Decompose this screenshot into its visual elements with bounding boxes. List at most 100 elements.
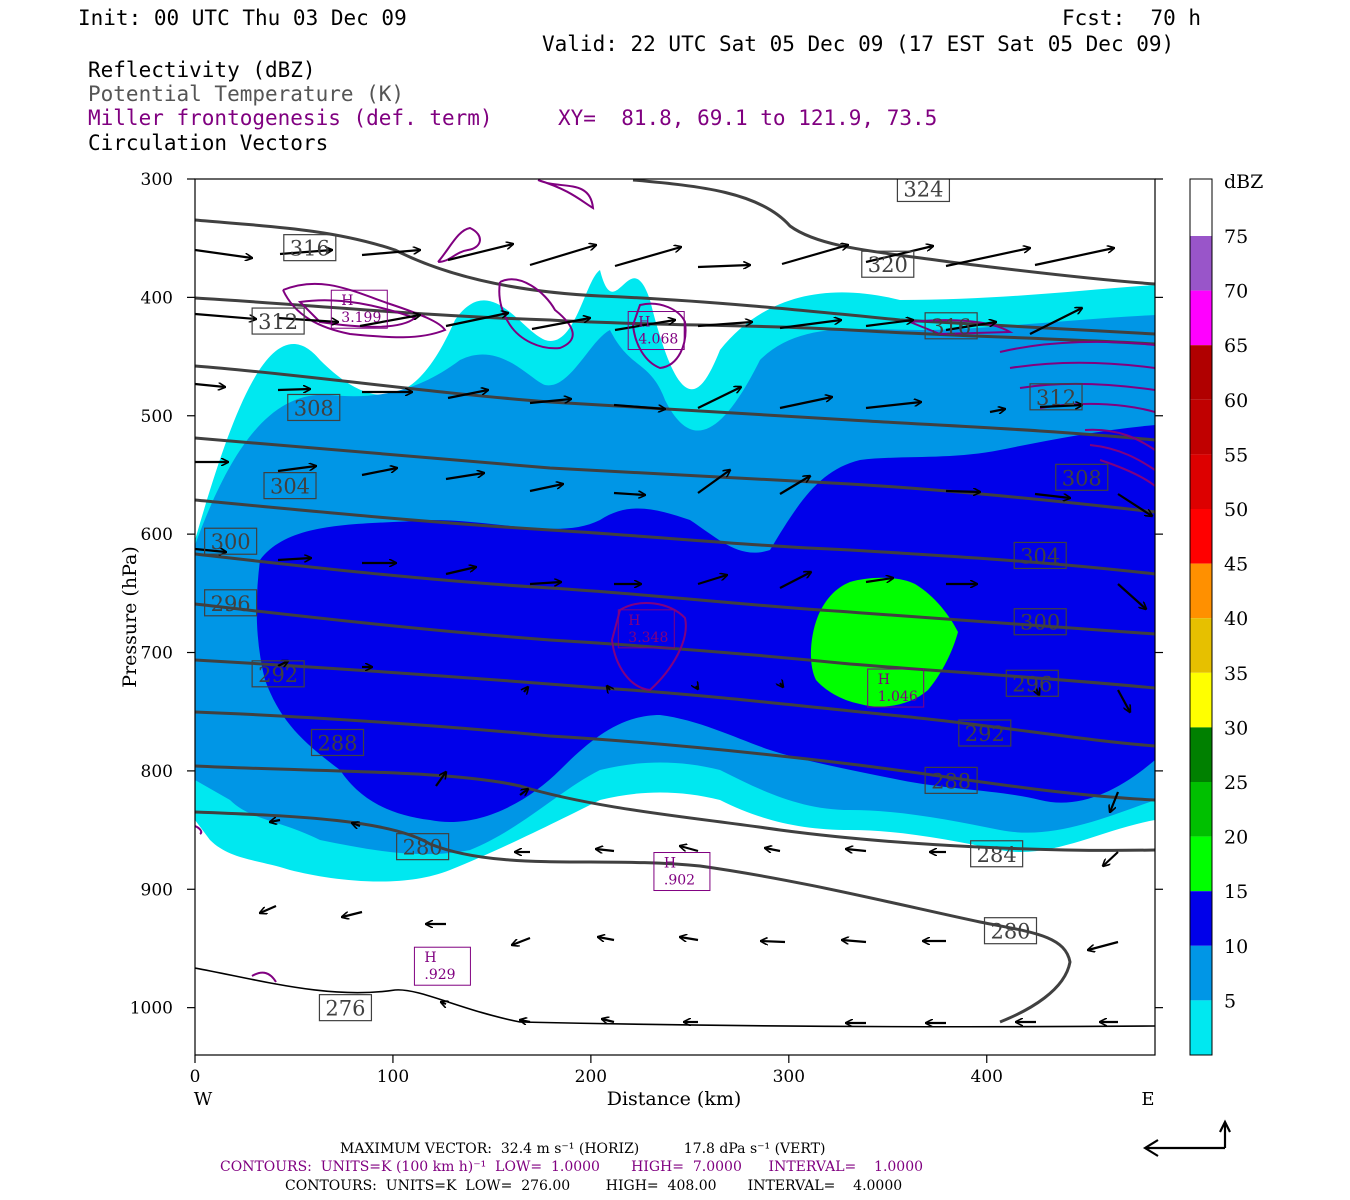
theta-label: 280 — [403, 836, 443, 860]
theta-288-contour — [195, 710, 1155, 802]
x-tick-label: 400 — [971, 1067, 1003, 1087]
colorbar-segment — [1190, 618, 1212, 673]
colorbar-label: 10 — [1224, 936, 1248, 958]
theta-label: 320 — [246, 140, 286, 164]
vector-arrow — [1088, 940, 1119, 950]
vector-arrow — [441, 1002, 446, 1004]
fronto-contour — [1084, 428, 1155, 487]
theta-label-box — [983, 917, 1038, 945]
colorbar-segment — [1190, 509, 1212, 564]
theta-280-contour — [195, 810, 1072, 1024]
vector-arrow — [614, 247, 681, 268]
x-axis-east-label: E — [1141, 1089, 1154, 1110]
vector-arrow — [779, 320, 841, 330]
theta-label-box — [1005, 669, 1059, 697]
vector-arrow — [779, 397, 832, 410]
vector-arrow — [531, 318, 590, 331]
colorbar-segment — [1190, 345, 1212, 400]
vector-arrow — [260, 904, 277, 913]
vector-arrow — [865, 578, 893, 584]
vector-arrow — [435, 772, 446, 787]
vector-arrow — [680, 937, 699, 940]
theta-contours — [195, 179, 1155, 1028]
vector-arrow — [524, 687, 528, 692]
y-tick-label: 500 — [141, 407, 173, 427]
colorbar-label: 60 — [1224, 390, 1248, 412]
y-tick-label: 800 — [141, 762, 173, 782]
theta-label: 296 — [211, 592, 251, 616]
circulation-vectors — [195, 244, 1152, 1023]
colorbar-segment — [1190, 945, 1212, 1001]
fronto-max-h: H — [638, 315, 650, 331]
theta-label-box — [251, 307, 305, 335]
vector-arrow — [697, 387, 741, 409]
vector-arrow — [761, 941, 786, 942]
vector-arrow — [277, 558, 311, 560]
theta-label-box — [861, 250, 915, 278]
colorbar-segment — [1190, 836, 1212, 892]
colorbar-label: 50 — [1224, 499, 1248, 521]
colorbar-label: 55 — [1224, 444, 1248, 466]
theta-label: 308 — [1062, 466, 1102, 490]
theta-label-box — [283, 234, 337, 262]
vector-arrow — [361, 250, 420, 257]
theta-label-box — [251, 660, 305, 688]
theta-contour-labels: 276 280 280 284 288 288 292 292 296 296 300 300 304 3… — [204, 140, 1109, 1022]
max-vector-text: MAXIMUM VECTOR: 32.4 m s⁻¹ (HORIZ) 17.8 … — [340, 1141, 826, 1157]
fronto-max-box — [413, 946, 471, 986]
valid-time: Valid: 22 UTC Sat 05 Dec 09 (17 EST Sat … — [542, 32, 1175, 56]
vector-arrow — [779, 572, 811, 589]
field-frontogenesis: Miller frontogenesis (def. term) — [88, 106, 493, 130]
theta-label-box — [1013, 608, 1067, 636]
field-reflectivity: Reflectivity (dBZ) — [88, 58, 316, 82]
fronto-max-value: 4.068 — [638, 332, 678, 348]
vector-arrow — [361, 468, 397, 477]
vector-arrow — [697, 265, 750, 267]
vector-arrow — [765, 848, 781, 851]
colorbar-segment — [1190, 399, 1212, 455]
x-axis-west-label: W — [194, 1089, 213, 1110]
colorbar-title: dBZ — [1224, 171, 1263, 193]
cross-section-xy: XY= 81.8, 69.1 to 121.9, 73.5 — [558, 106, 938, 130]
vector-arrow — [865, 402, 921, 410]
x-axis: 0 100 200 300 400 — [190, 1055, 1003, 1087]
vector-arrow — [529, 245, 596, 267]
vector-arrow — [520, 1020, 531, 1022]
vector-arrow — [945, 491, 980, 492]
colorbar-label: 20 — [1224, 827, 1248, 849]
vector-arrow — [352, 823, 361, 826]
theta-316-contour — [195, 296, 1155, 346]
fronto-contour — [999, 340, 1155, 413]
y-tick-label: 700 — [141, 644, 173, 664]
theta-label-box — [204, 527, 258, 555]
vector-arrow — [359, 315, 420, 328]
x-tick-label: 0 — [190, 1067, 201, 1087]
fronto-contour — [251, 971, 277, 983]
y-tick-label: 400 — [141, 288, 173, 308]
fronto-max-box — [627, 311, 685, 351]
fronto-contour — [282, 282, 447, 339]
colorbar-label: 35 — [1224, 663, 1248, 685]
field-vectors: Circulation Vectors — [88, 131, 329, 155]
reflectivity-20dbz-region — [810, 577, 958, 707]
vector-arrow — [865, 320, 913, 328]
theta-300-contour — [195, 552, 1155, 636]
y-axis-label: Pressure (hPa) — [119, 546, 141, 688]
theta-label-box — [287, 393, 341, 422]
vector-arrow — [1117, 493, 1152, 516]
theta-label: 316 — [290, 237, 330, 261]
theta-label: 304 — [1020, 544, 1060, 568]
vector-arrow — [277, 316, 338, 322]
colorbar-label: 40 — [1224, 608, 1248, 630]
vector-arrow — [945, 322, 996, 332]
vector-arrow — [1036, 688, 1039, 695]
fronto-max-h: H — [341, 293, 353, 309]
theta-label: 296 — [1012, 672, 1052, 696]
vector-arrow — [697, 575, 727, 586]
vector-arrow — [277, 661, 288, 666]
vector-arrow — [529, 484, 563, 493]
theta-label-box — [396, 833, 450, 861]
vector-arrow — [519, 789, 528, 795]
vector-arrow — [1117, 689, 1130, 712]
